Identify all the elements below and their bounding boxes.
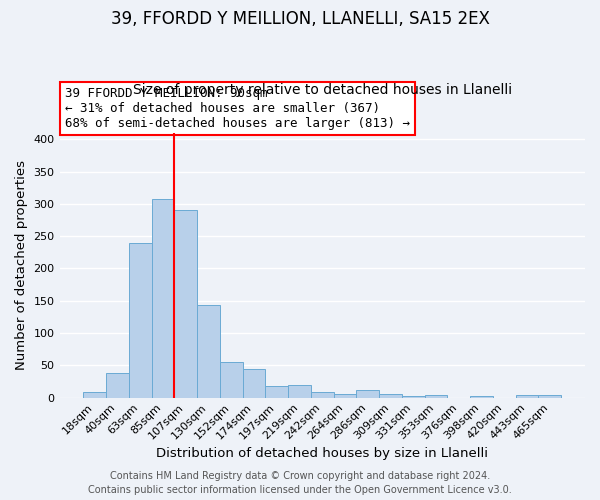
Bar (129, 242, 152, 398)
Bar (83, 392, 106, 398)
X-axis label: Distribution of detached houses by size in Llanelli: Distribution of detached houses by size … (156, 447, 488, 460)
Bar (470, 396, 493, 398)
Bar (425, 395, 448, 398)
Bar (106, 373, 129, 398)
Text: Contains HM Land Registry data © Crown copyright and database right 2024.
Contai: Contains HM Land Registry data © Crown c… (88, 471, 512, 495)
Text: 39, FFORDD Y MEILLION, LLANELLI, SA15 2EX: 39, FFORDD Y MEILLION, LLANELLI, SA15 2E… (110, 10, 490, 28)
Bar (175, 210, 197, 398)
Bar (265, 386, 288, 398)
Bar (402, 396, 425, 398)
Bar (311, 392, 334, 398)
Bar (356, 390, 379, 398)
Bar (334, 394, 356, 398)
Bar (515, 395, 538, 398)
Bar (242, 369, 265, 398)
Title: Size of property relative to detached houses in Llanelli: Size of property relative to detached ho… (133, 83, 512, 97)
Bar (152, 200, 175, 398)
Text: 39 FFORDD Y MEILLION: 90sqm
← 31% of detached houses are smaller (367)
68% of se: 39 FFORDD Y MEILLION: 90sqm ← 31% of det… (65, 87, 410, 130)
Bar (538, 395, 561, 398)
Bar (220, 362, 242, 398)
Bar (288, 384, 311, 398)
Bar (197, 306, 220, 398)
Bar (379, 394, 402, 398)
Y-axis label: Number of detached properties: Number of detached properties (15, 160, 28, 370)
